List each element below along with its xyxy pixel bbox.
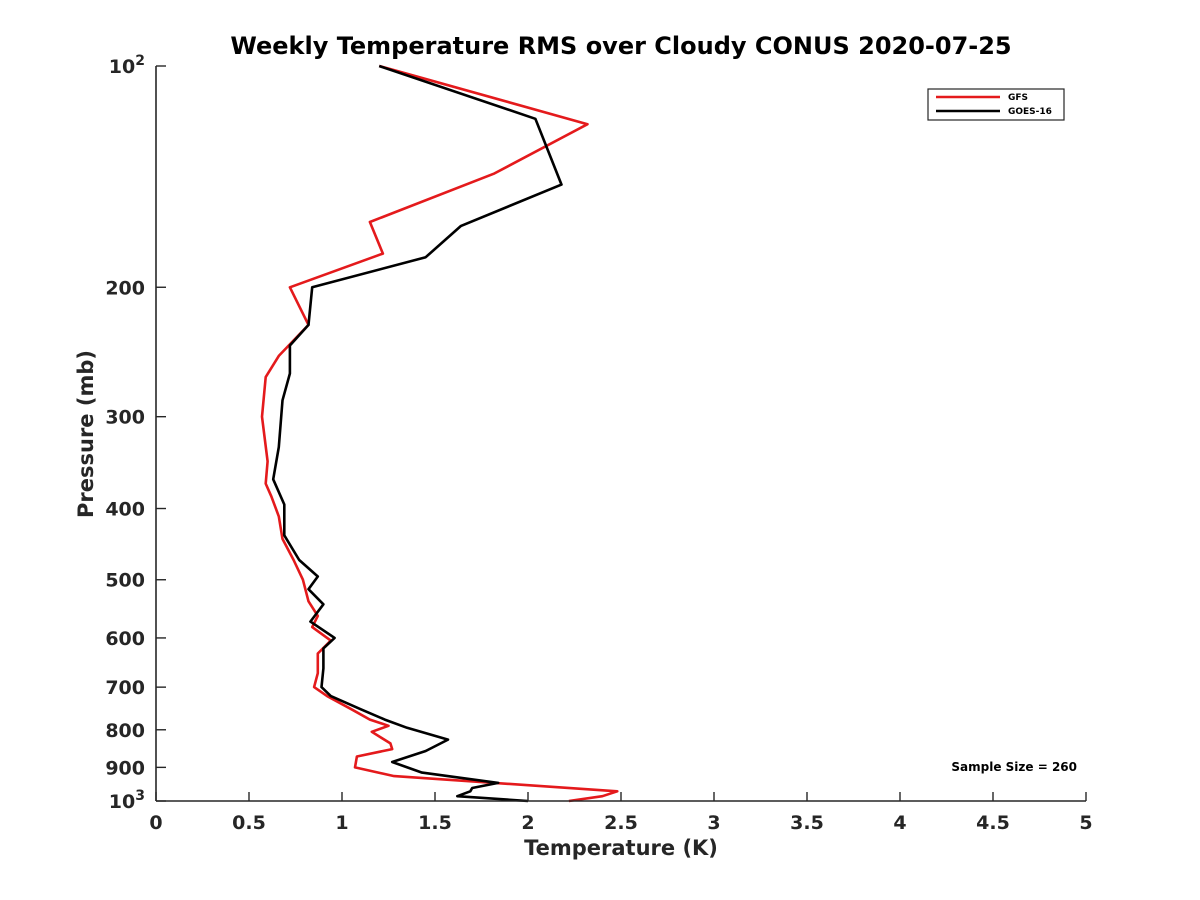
y-tick-label: 400	[105, 499, 145, 521]
x-tick-label: 0	[149, 812, 162, 834]
y-ticks: 102 200 300 400 500 600 700 800 900 103	[105, 53, 166, 813]
x-tick-label: 0.5	[232, 812, 266, 834]
plot-area	[260, 64, 619, 803]
x-tick-label: 3	[707, 812, 720, 834]
x-tick-label: 4	[893, 812, 906, 834]
y-tick-label: 103	[109, 788, 145, 813]
series-line-goes-16	[271, 64, 563, 803]
y-tick-label: 500	[105, 570, 145, 592]
y-tick-label: 700	[105, 677, 145, 699]
x-ticks: 0 0.5 1 1.5 2 2.5 3 3.5 4 4.5 5	[149, 792, 1093, 834]
x-tick-label: 5	[1079, 812, 1092, 834]
legend-label-goes16: GOES-16	[1008, 107, 1052, 117]
chart-title: Weekly Temperature RMS over Cloudy CONUS…	[230, 32, 1011, 60]
x-axis-label: Temperature (K)	[524, 836, 718, 860]
y-tick-label: 800	[105, 720, 145, 742]
x-tick-label: 2.5	[604, 812, 638, 834]
x-tick-label: 4.5	[976, 812, 1010, 834]
x-tick-label: 1	[335, 812, 348, 834]
legend-label-gfs: GFS	[1008, 93, 1028, 103]
y-tick-label: 300	[105, 407, 145, 429]
x-tick-label: 3.5	[790, 812, 824, 834]
y-tick-label: 200	[105, 277, 145, 299]
y-tick-label: 900	[105, 757, 145, 779]
x-tick-label: 1.5	[418, 812, 452, 834]
sample-size-annotation: Sample Size = 260	[951, 760, 1077, 774]
y-tick-label: 600	[105, 628, 145, 650]
legend: GFS GOES-16	[927, 88, 1065, 121]
y-tick-label: 102	[109, 53, 145, 78]
x-tick-label: 2	[521, 812, 534, 834]
y-axis-label: Pressure (mb)	[74, 350, 98, 518]
legend-box	[927, 88, 1065, 121]
